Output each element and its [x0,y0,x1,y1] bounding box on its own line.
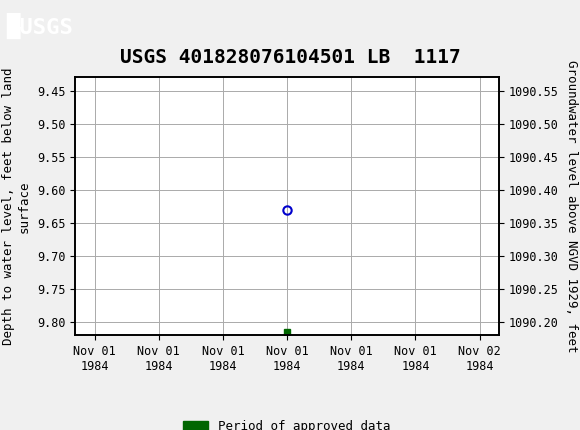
Y-axis label: Depth to water level, feet below land
surface: Depth to water level, feet below land su… [2,68,30,345]
Legend: Period of approved data: Period of approved data [179,415,396,430]
Y-axis label: Groundwater level above NGVD 1929, feet: Groundwater level above NGVD 1929, feet [566,60,578,353]
Text: █USGS: █USGS [6,13,72,39]
Text: USGS 401828076104501 LB  1117: USGS 401828076104501 LB 1117 [119,48,461,67]
